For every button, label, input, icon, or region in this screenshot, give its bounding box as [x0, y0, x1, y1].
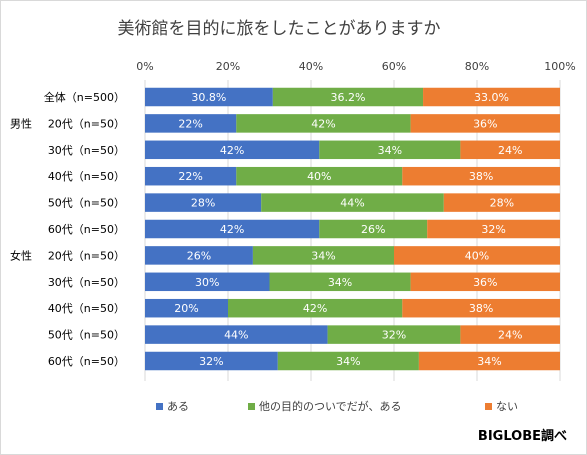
bar-segment: [145, 114, 237, 133]
bar-segment: [423, 87, 560, 107]
bar-segment: [236, 166, 403, 186]
bar-segment: [272, 87, 424, 107]
legend-swatch: [485, 403, 492, 410]
bar-data-label: 32%: [481, 223, 505, 236]
bar-data-label: 38%: [469, 302, 493, 315]
bar-data-label: 30.8%: [191, 91, 226, 104]
bar-data-label: 30%: [195, 276, 219, 289]
bar-data-label: 33.0%: [474, 91, 509, 104]
bar-segment: [269, 272, 411, 292]
bar-segment: [402, 298, 560, 318]
bar-segment: [145, 351, 278, 371]
bar-segment: [410, 272, 560, 292]
category-label: 40代（n=50）: [48, 170, 125, 183]
bar-segment: [145, 298, 228, 318]
bar-data-label: 42%: [303, 302, 327, 315]
bar-data-label: 36.2%: [330, 91, 365, 104]
bar-data-label: 40%: [307, 170, 331, 183]
x-tick-label: 100%: [544, 60, 575, 73]
bar-data-label: 32%: [199, 355, 223, 368]
bar-segment: [145, 87, 273, 107]
bar-segment: [427, 219, 560, 239]
bar-data-label: 44%: [224, 329, 248, 342]
bar-data-label: 34%: [378, 144, 402, 157]
legend-label: ある: [167, 400, 189, 413]
bar-data-label: 20%: [174, 302, 198, 315]
bar-data-label: 24%: [498, 144, 522, 157]
bar-data-label: 42%: [311, 117, 335, 130]
bar-segment: [460, 140, 560, 160]
category-label: 60代（n=50）: [48, 355, 125, 368]
bar-data-label: 26%: [361, 223, 385, 236]
bar-segment: [228, 298, 403, 318]
bar-segment: [236, 114, 411, 133]
category-label: 20代（n=50）: [48, 117, 125, 130]
group-label: 女性: [10, 248, 32, 262]
bar-data-label: 36%: [473, 276, 497, 289]
bar-segment: [277, 351, 419, 371]
bar-data-label: 28%: [490, 197, 514, 210]
category-label: 40代（n=50）: [48, 302, 125, 315]
chart-title: 美術館を目的に旅をしたことがありますか: [118, 19, 441, 39]
group-label: 男性: [10, 116, 32, 130]
bar-segment: [145, 166, 237, 186]
category-label: 30代（n=50）: [48, 276, 125, 289]
category-label: 60代（n=50）: [48, 223, 125, 236]
bar-data-label: 38%: [469, 170, 493, 183]
bar-data-label: 36%: [473, 117, 497, 130]
bar-segment: [145, 272, 270, 292]
bar-segment: [460, 325, 560, 344]
bar-data-label: 22%: [178, 117, 202, 130]
bar-segment: [319, 219, 428, 239]
legend-label: 他の目的のついでだが、ある: [259, 399, 401, 413]
bar-data-label: 26%: [187, 249, 211, 262]
category-label: 50代（n=50）: [48, 197, 125, 210]
bar-data-label: 22%: [178, 170, 202, 183]
bar-segment: [394, 246, 560, 265]
bar-segment: [145, 219, 320, 239]
bar-segment: [418, 351, 560, 371]
x-tick-label: 0%: [136, 60, 153, 73]
legend-swatch: [156, 403, 163, 410]
x-tick-label: 20%: [216, 60, 240, 73]
legend-label: ない: [496, 400, 518, 413]
bar-data-label: 42%: [220, 144, 244, 157]
bar-segment: [145, 193, 262, 212]
bar-data-label: 44%: [340, 197, 364, 210]
bar-segment: [443, 193, 560, 212]
bar-segment: [410, 114, 560, 133]
category-label: 30代（n=50）: [48, 144, 125, 157]
bar-data-label: 42%: [220, 223, 244, 236]
bar-segment: [145, 325, 328, 344]
bar-data-label: 28%: [191, 197, 215, 210]
bar-data-label: 32%: [382, 329, 406, 342]
bar-data-label: 34%: [477, 355, 501, 368]
bar-segment: [261, 193, 444, 212]
x-tick-label: 40%: [299, 60, 323, 73]
bar-data-label: 34%: [311, 249, 335, 262]
bar-segment: [145, 246, 253, 265]
bar-data-label: 34%: [336, 355, 360, 368]
source-credit: BIGLOBE調べ: [477, 429, 567, 444]
legend-swatch: [248, 403, 255, 410]
bar-segment: [402, 166, 560, 186]
bar-segment: [319, 140, 461, 160]
category-label: 全体（n=500）: [44, 90, 125, 104]
bar-segment: [327, 325, 461, 344]
x-tick-label: 60%: [382, 60, 406, 73]
category-label: 20代（n=50）: [48, 249, 125, 262]
bar-data-label: 24%: [498, 329, 522, 342]
bar-segment: [145, 140, 320, 160]
x-tick-label: 80%: [465, 60, 489, 73]
bar-data-label: 34%: [328, 276, 352, 289]
category-label: 50代（n=50）: [48, 329, 125, 342]
bar-data-label: 40%: [465, 249, 489, 262]
bar-segment: [252, 246, 394, 265]
